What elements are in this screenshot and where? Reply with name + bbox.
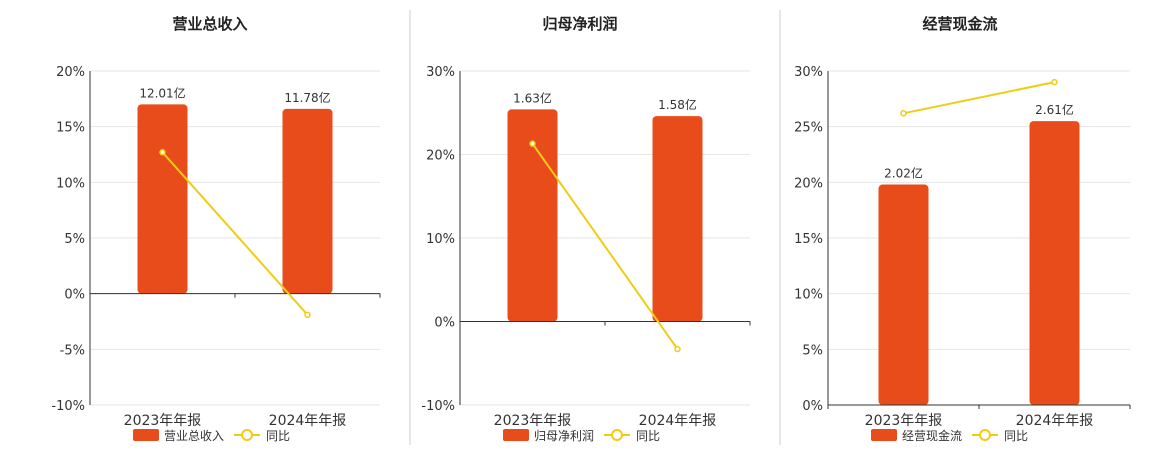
y-tick-label: 20%: [56, 65, 85, 80]
y-tick-label: -5%: [60, 343, 85, 358]
legend-line-marker: [241, 429, 253, 441]
y-tick-label: 20%: [426, 149, 455, 164]
y-tick-label: 20%: [794, 176, 823, 191]
yoy-line: [531, 143, 679, 350]
y-tick-label: 30%: [794, 65, 823, 80]
chart-title: 营业总收入: [172, 15, 247, 33]
yoy-point: [159, 149, 166, 156]
y-tick-label: 10%: [426, 232, 455, 247]
legend-line-label: 同比: [1004, 429, 1028, 443]
legend-bar-label: 归母净利润: [534, 429, 594, 443]
bar-data-label: 12.01亿: [139, 85, 185, 100]
x-tick-label: 2024年年报: [269, 413, 347, 429]
yoy-point: [900, 110, 907, 117]
y-tick-label: 25%: [794, 121, 823, 136]
x-tick-label: 2024年年报: [639, 413, 717, 429]
bar: [1029, 121, 1080, 405]
y-tick-label: 0%: [64, 288, 85, 303]
y-tick-label: 30%: [426, 65, 455, 80]
legend-line-marker: [611, 429, 623, 441]
bar-data-label: 2.02亿: [884, 166, 923, 181]
bar-data-label: 2.61亿: [1035, 102, 1074, 117]
legend-line-label: 同比: [266, 429, 290, 443]
yoy-line: [903, 81, 1055, 115]
x-tick-label: 2023年年报: [494, 413, 572, 429]
bar-data-label: 1.58亿: [658, 97, 697, 112]
yoy-point: [674, 345, 681, 353]
bar: [878, 184, 929, 405]
y-tick-label: 5%: [64, 232, 85, 247]
bar-data-label: 11.78亿: [284, 90, 330, 105]
legend-line-label: 同比: [636, 429, 660, 443]
yoy-line: [161, 151, 309, 316]
yoy-point: [529, 140, 536, 147]
y-tick-label: 15%: [56, 121, 85, 136]
yoy-point: [304, 311, 311, 319]
legend-line-marker: [979, 429, 991, 441]
legend-bar-label: 经营现金流: [902, 428, 962, 443]
chart-title: 经营现金流: [922, 15, 997, 33]
bar: [282, 108, 333, 294]
y-tick-label: -10%: [421, 399, 455, 414]
bar: [137, 104, 188, 294]
y-tick-label: 15%: [794, 232, 823, 247]
x-tick-label: 2023年年报: [124, 413, 202, 429]
y-tick-label: 10%: [794, 288, 823, 303]
y-tick-label: 10%: [56, 176, 85, 191]
legend-bar-swatch: [503, 429, 529, 441]
chart-title: 归母净利润: [542, 15, 617, 33]
y-tick-label: 0%: [802, 399, 823, 414]
yoy-point: [1051, 78, 1058, 86]
legend-bar-swatch: [871, 429, 897, 441]
x-tick-label: 2024年年报: [1016, 413, 1094, 429]
x-tick-label: 2023年年报: [865, 413, 943, 429]
bar: [652, 116, 703, 322]
y-tick-label: -10%: [51, 399, 85, 414]
legend-bar-swatch: [133, 429, 159, 441]
bar-data-label: 1.63亿: [513, 90, 552, 105]
y-tick-label: 0%: [434, 316, 455, 331]
y-tick-label: 5%: [802, 343, 823, 358]
legend-bar-label: 营业总收入: [164, 429, 224, 443]
